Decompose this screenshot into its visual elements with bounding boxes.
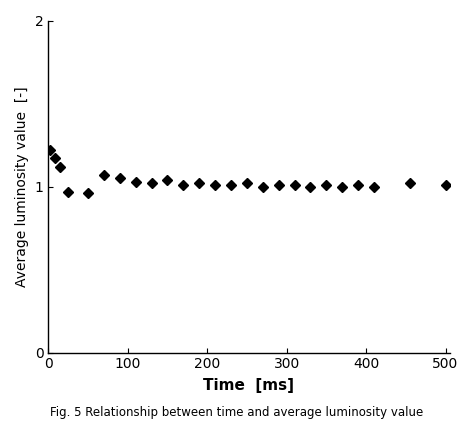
X-axis label: Time  [ms]: Time [ms] (203, 378, 294, 393)
Text: Fig. 5 Relationship between time and average luminosity value: Fig. 5 Relationship between time and ave… (50, 406, 424, 419)
Y-axis label: Average luminosity value  [-]: Average luminosity value [-] (15, 86, 29, 287)
